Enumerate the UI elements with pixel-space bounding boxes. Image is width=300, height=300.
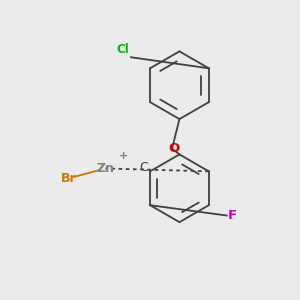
- Text: F: F: [228, 209, 237, 222]
- Text: O: O: [168, 142, 179, 155]
- Text: Br: Br: [61, 172, 76, 185]
- Text: +: +: [119, 151, 128, 161]
- Text: C: C: [140, 161, 148, 174]
- Text: Zn: Zn: [97, 162, 115, 175]
- Text: Cl: Cl: [117, 43, 130, 56]
